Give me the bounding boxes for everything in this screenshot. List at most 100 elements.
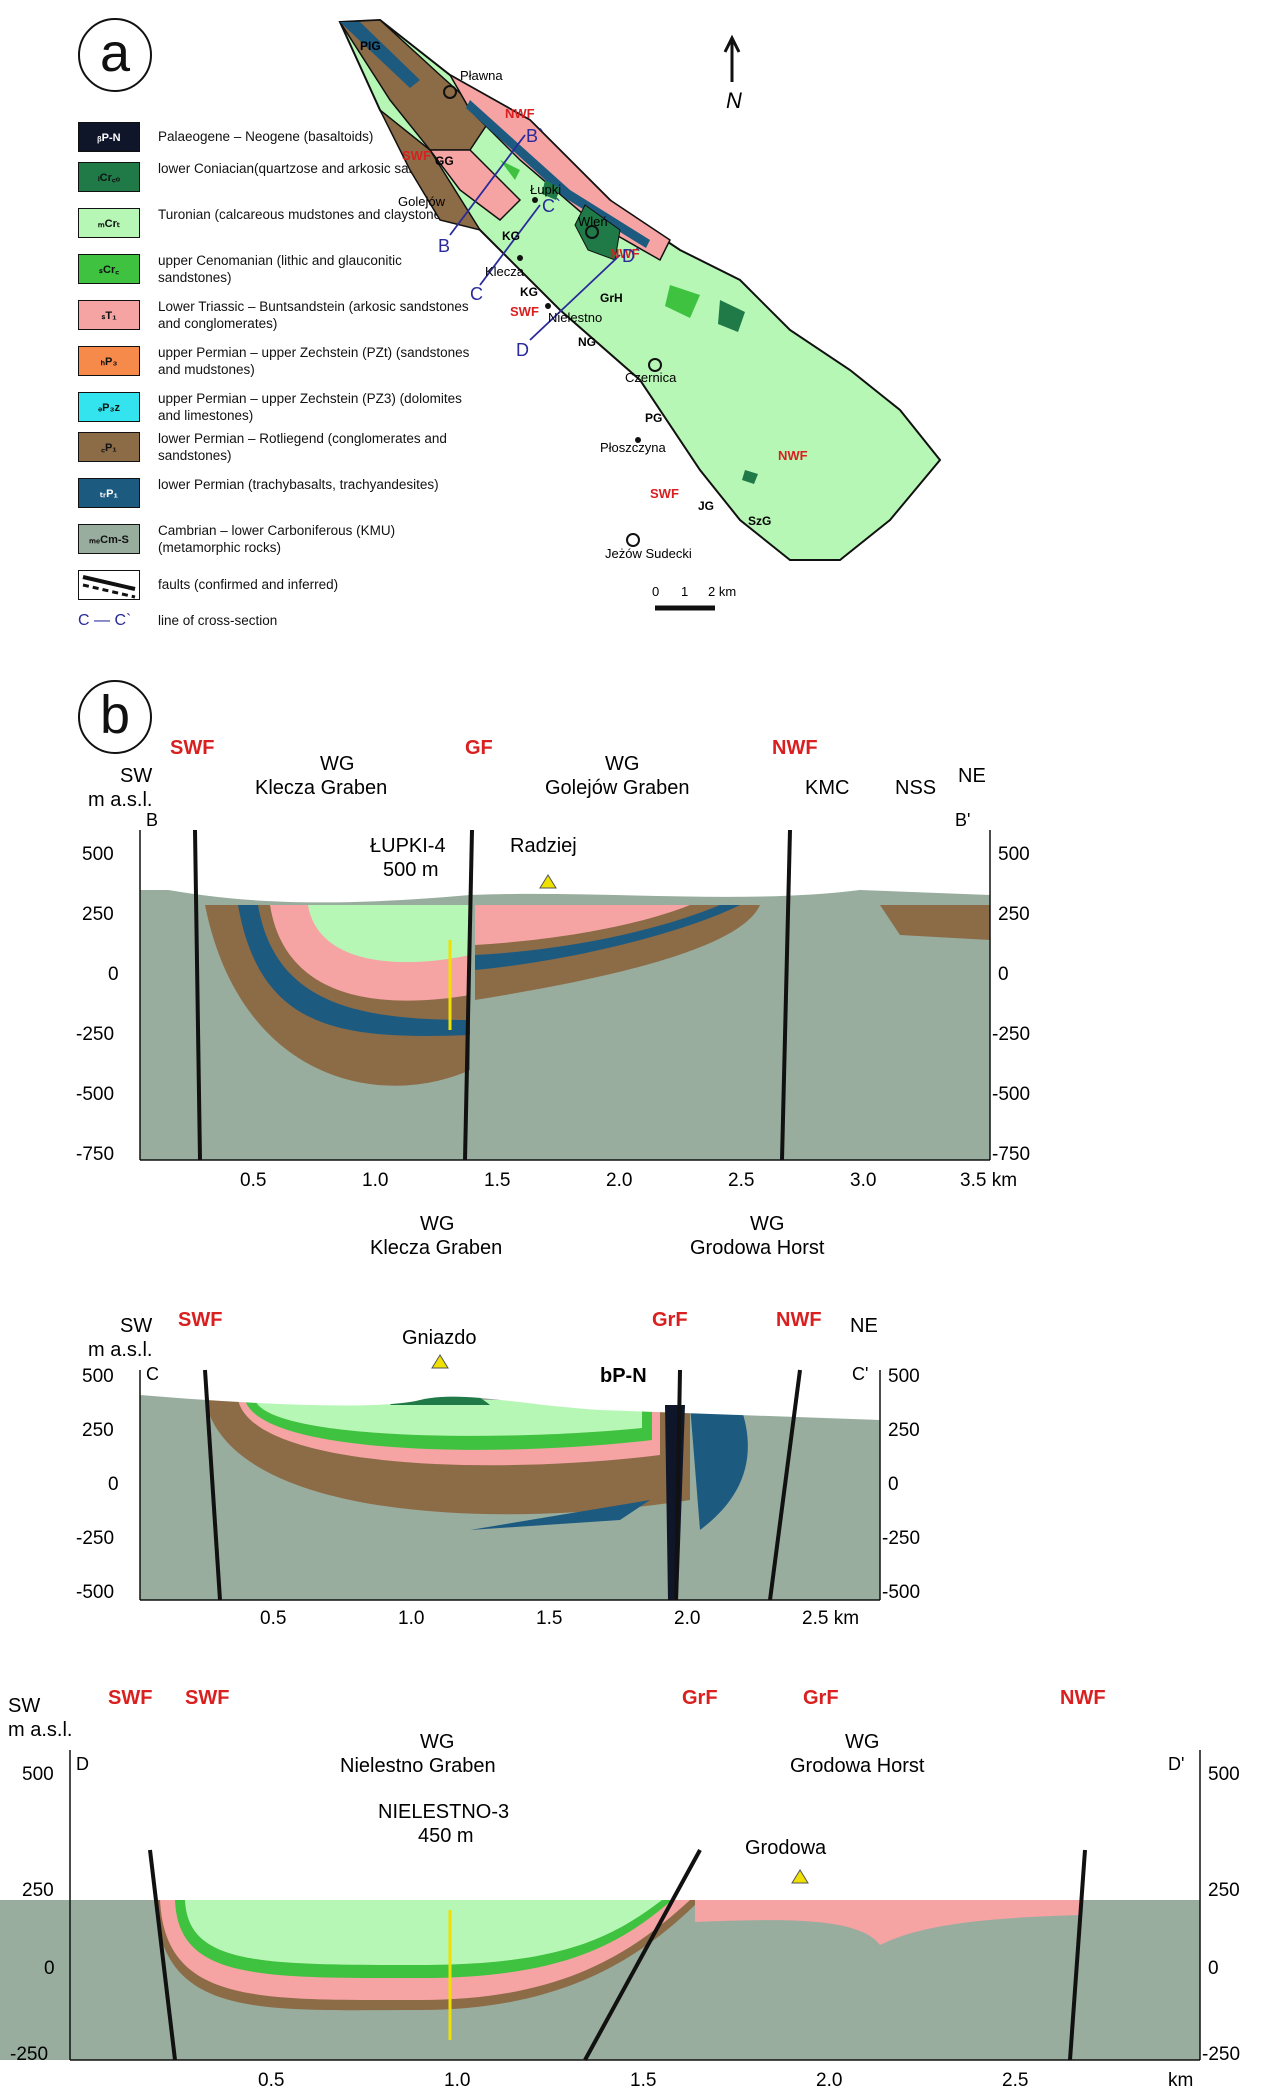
legend-swatch: ₗCr꜀ₒ <box>78 162 140 192</box>
section-b-y-ticks-right: 500 250 0 -250 -500 -750 <box>992 844 1030 1165</box>
section-c-x-tick: 0.5 <box>260 1608 286 1629</box>
section-c-y-tick-r: -500 <box>882 1582 920 1603</box>
map-cenomanian-patch-2 <box>500 160 520 180</box>
map-section-line-b <box>449 134 526 236</box>
legend-item-kmu: ₘₑCm-S Cambrian – lower Carboniferous (K… <box>78 520 468 560</box>
section-b-peak-marker <box>539 874 557 889</box>
section-b-x-tick: 0.5 <box>240 1170 266 1191</box>
section-b-y-ticks-left: 500 250 0 -250 -500 -750 <box>76 844 119 1165</box>
section-d-well-depth: 450 m <box>418 1825 474 1847</box>
map-unit-pg: PG <box>645 411 662 425</box>
section-c-header-2-a: WG <box>750 1213 784 1235</box>
legend-item-rotliegend: ꜀P₁ lower Permian – Rotliegend (conglome… <box>78 428 468 468</box>
section-c-peak-marker <box>431 1354 449 1369</box>
section-d-end-left: D <box>76 1754 89 1774</box>
map-coniacian-patch-4 <box>742 470 758 484</box>
section-b-x-tick: 3.5 km <box>960 1170 1017 1191</box>
section-c-topography <box>140 1370 880 1420</box>
section-c-peak-name: Gniazdo <box>402 1327 477 1349</box>
map-triassic-band-2 <box>428 149 522 221</box>
legend-swatch: ₘₑCm-S <box>78 524 140 554</box>
legend-swatch: ꜀P₁ <box>78 432 140 462</box>
section-d-turonian <box>185 1900 662 1965</box>
section-b-fault-gf <box>463 829 474 1161</box>
section-b-extra-kmc: KMC <box>805 777 849 799</box>
legend-item-cenomanian: ₛCr꜀ upper Cenomanian (lithic and glauco… <box>78 250 468 290</box>
section-c-fault-nwf <box>768 1369 802 1601</box>
section-b-x-tick: 2.5 <box>728 1170 754 1191</box>
cross-section-c: WG Klecza Graben WG Grodowa Horst SW m a… <box>76 1213 920 1629</box>
section-c-fault-label-nwf: NWF <box>776 1309 822 1331</box>
section-d-peak-name: Grodowa <box>745 1837 827 1859</box>
section-d-fault-label-swf-2: SWF <box>185 1687 229 1709</box>
legend-text: Palaeogene – Neogene (basaltoids) <box>158 129 374 144</box>
legend-swatch: ₜᵣP₁ <box>78 478 140 508</box>
legend-item-zechstein-pzt: ₕP₃ upper Permian – upper Zechstein (PZt… <box>78 342 469 382</box>
section-d-dir-left: SW <box>8 1695 40 1717</box>
map-place-czernica: Czernica <box>625 370 677 385</box>
map-place-lupki: Łupki <box>530 182 561 197</box>
section-c-y-tick-r: -250 <box>882 1528 920 1549</box>
map-unit-gg: GG <box>435 154 454 168</box>
section-c-fault-label-swf: SWF <box>178 1309 222 1331</box>
section-d-topography <box>0 1840 1200 1900</box>
section-b-basalt <box>238 905 470 1036</box>
section-c-y-ticks-left: 500 250 0 -250 -500 <box>76 1366 119 1603</box>
legend-item-cross-section: C — C` line of cross-section <box>78 606 468 646</box>
legend-swatch: ₔP₃z <box>78 392 140 422</box>
section-c-header-1-b: Klecza Graben <box>370 1237 502 1259</box>
map-place-ploszczyna: Płoszczyna <box>600 440 667 455</box>
legend-item-turonian: ₘCrₜ Turonian (calcareous mudstones and … <box>78 204 468 244</box>
map-section-line-d <box>529 254 621 341</box>
section-b-y-tick-r: 0 <box>998 964 1009 985</box>
section-b-x-ticks: 0.5 1.0 1.5 2.0 2.5 3.0 3.5 km <box>240 1170 1017 1191</box>
section-d-peak-marker <box>791 1869 809 1884</box>
map-cenomanian-patch <box>665 285 700 318</box>
map-fault-nwf-1: NWF <box>505 106 535 121</box>
section-b-y-tick-r: -750 <box>992 1144 1030 1165</box>
section-c-x-tick: 1.0 <box>398 1608 424 1629</box>
map-section-end-b: B <box>438 236 450 256</box>
section-b-x-tick: 1.5 <box>484 1170 510 1191</box>
section-b-header-2-b: Golejów Graben <box>545 777 690 799</box>
section-d-fault-label-swf-1: SWF <box>108 1687 152 1709</box>
section-c-x-tick: 2.5 km <box>802 1608 859 1629</box>
section-d-fault-nwf <box>1068 1849 1087 2061</box>
map-rotliegend-belt-2 <box>379 109 482 232</box>
section-c-y-tick-r: 0 <box>888 1474 899 1495</box>
legend-item-triassic: ₛT₁ Lower Triassic – Buntsandstein (arko… <box>78 296 469 336</box>
map-unit-kg: KG <box>502 229 520 243</box>
section-d-x-ticks: 0.5 1.0 1.5 2.0 2.5 km <box>258 2070 1193 2091</box>
legend-swatch: ₛCr꜀ <box>78 254 140 284</box>
section-c-y-ticks-right: 500 250 0 -250 -500 <box>882 1366 920 1603</box>
section-d-y-tick-r: 500 <box>1208 1764 1240 1785</box>
section-d-horst-triassic <box>695 1900 1080 1945</box>
section-d-x-tick: 2.0 <box>816 2070 842 2091</box>
section-b-header-2-a: WG <box>605 753 639 775</box>
map-coniacian-patch-3 <box>542 180 560 200</box>
legend-text: upper Permian – upper Zechstein (PZ3) (d… <box>158 391 462 423</box>
legend-text: lower Permian (trachybasalts, trachyande… <box>158 477 439 492</box>
legend-item-palaeogene: ᵦP-N Palaeogene – Neogene (basaltoids) <box>78 118 468 158</box>
legend-text: faults (confirmed and inferred) <box>158 577 339 592</box>
section-d-y-ticks-right: 500 250 0 -250 <box>1202 1764 1240 2065</box>
section-d-fault-swf <box>148 1849 177 2061</box>
map-coniacian-patch-2 <box>718 300 745 332</box>
map-place-plawna: Pławna <box>460 68 503 83</box>
section-d-header-1-a: WG <box>420 1731 454 1753</box>
map-section-end-d-prime: D` <box>622 246 641 266</box>
section-c-turonian <box>255 1400 642 1436</box>
section-b-fault-swf <box>193 829 202 1161</box>
map-section-end-c-prime: C` <box>542 196 561 216</box>
section-d-fault-grf <box>583 1849 702 2061</box>
section-d-y-tick: -250 <box>10 2044 48 2065</box>
legend-item-trachybasalts: ₜᵣP₁ lower Permian (trachybasalts, trach… <box>78 474 468 514</box>
map-place-wlen: Wleń <box>578 214 608 229</box>
section-c-x-ticks: 0.5 1.0 1.5 2.0 2.5 km <box>260 1608 859 1629</box>
map-unit-kg-2: KG <box>520 285 538 299</box>
legend-text: upper Permian – upper Zechstein (PZt) (s… <box>158 345 470 377</box>
section-c-y-tick: 250 <box>82 1420 114 1441</box>
section-b-fault-nwf <box>780 829 792 1161</box>
section-b-y-tick-r: -500 <box>992 1084 1030 1105</box>
section-d-y-tick-r: -250 <box>1202 2044 1240 2065</box>
